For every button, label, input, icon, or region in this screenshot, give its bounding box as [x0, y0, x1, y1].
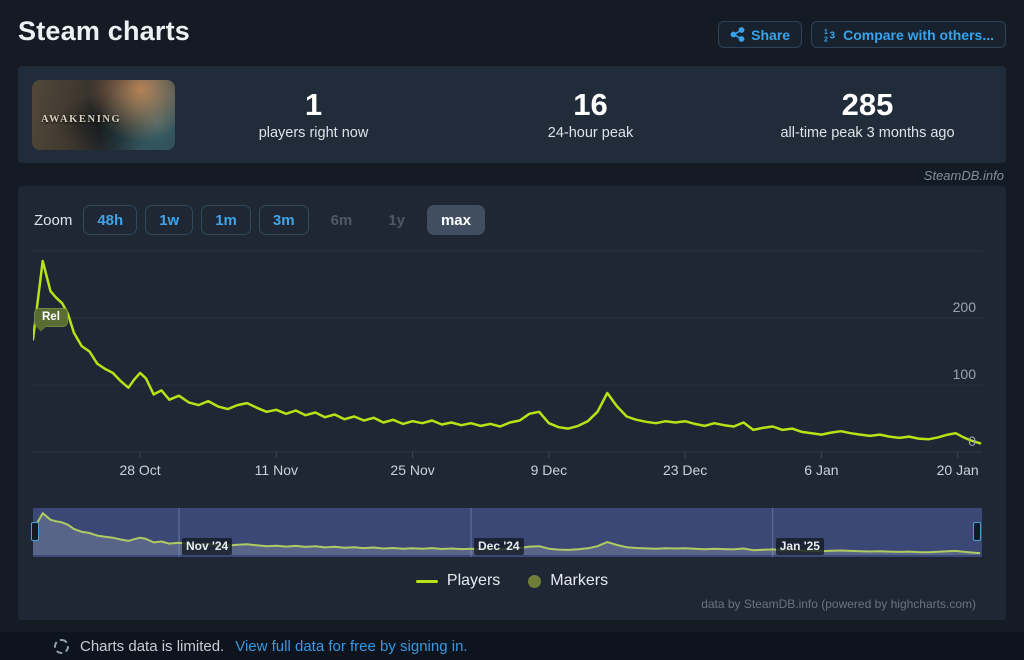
stat-alltime-peak-value: 285 — [841, 86, 894, 122]
stats-row: 1 players right now 16 24-hour peak 285 … — [175, 86, 1006, 142]
game-capsule-image[interactable]: AWAKENING — [32, 79, 175, 150]
navigator-label-Dec24: Dec '24 — [474, 538, 524, 555]
zoom-button-max[interactable]: max — [426, 205, 485, 235]
stat-alltime-peak: 285 all-time peak 3 months ago — [729, 86, 1006, 142]
share-button[interactable]: Share — [718, 21, 803, 48]
signin-link[interactable]: View full data for free by signing in. — [235, 637, 468, 655]
chart-attribution: data by SteamDB.info (powered by highcha… — [701, 597, 976, 611]
markers-dot-swatch — [528, 574, 542, 588]
share-icon — [730, 27, 745, 42]
footer-notice: Charts data is limited. — [80, 637, 225, 655]
x-axis-label-20-Jan: 20 Jan — [936, 462, 979, 478]
chart-legend: Players Markers — [18, 572, 1006, 590]
zoom-button-1w[interactable]: 1w — [145, 205, 194, 235]
legend-players-label: Players — [446, 572, 501, 589]
compare-button-label: Compare with others... — [843, 26, 994, 43]
steamdb-watermark: SteamDB.info — [923, 168, 1004, 183]
x-axis-label-11-Nov: 11 Nov — [254, 462, 298, 478]
legend-item-markers[interactable]: Markers — [528, 572, 608, 590]
x-axis-label-6-Jan: 6 Jan — [804, 462, 839, 478]
navigator-right-handle[interactable] — [973, 522, 981, 541]
navigator-left-handle[interactable] — [31, 522, 39, 541]
stat-current-players-label: players right now — [258, 125, 369, 142]
zoom-button-1m[interactable]: 1m — [201, 205, 251, 235]
release-flag-marker[interactable]: Rel — [34, 308, 68, 328]
stat-24h-peak: 16 24-hour peak — [452, 86, 729, 142]
svg-text:2: 2 — [824, 37, 828, 43]
chart-panel: Zoom 48h 1w 1m 3m 6m 1y max 0 100 200 28 Oct 11 N… — [18, 186, 1006, 620]
stat-alltime-peak-label: all-time peak 3 months ago — [780, 125, 955, 142]
dashed-circle-icon — [54, 638, 69, 654]
svg-text:1: 1 — [824, 29, 828, 36]
players-line-chart[interactable] — [33, 240, 997, 462]
zoom-buttons: 48h 1w 1m 3m 6m 1y max — [83, 205, 485, 235]
share-button-label: Share — [751, 26, 791, 43]
game-capsule-title: AWAKENING — [41, 113, 122, 125]
zoom-button-6m: 6m — [317, 205, 367, 235]
y-axis-label-200: 200 — [952, 299, 976, 315]
navigator-label-Nov24: Nov '24 — [182, 538, 233, 555]
stat-current-players: 1 players right now — [175, 86, 452, 142]
legend-markers-label: Markers — [550, 572, 609, 589]
zoom-button-3m[interactable]: 3m — [258, 205, 309, 235]
zoom-button-48h[interactable]: 48h — [83, 205, 138, 235]
zoom-toolbar: Zoom 48h 1w 1m 3m 6m 1y max — [34, 205, 485, 235]
x-axis-label-9-Dec: 9 Dec — [530, 462, 568, 478]
x-axis-label-25-Nov: 25 Nov — [390, 462, 435, 478]
svg-text:3: 3 — [830, 31, 836, 42]
zoom-toolbar-label: Zoom — [34, 211, 73, 229]
limited-data-footer: Charts data is limited. View full data f… — [0, 632, 1024, 660]
stats-panel: AWAKENING 1 players right now 16 24-hour… — [18, 66, 1006, 163]
x-axis-label-28-Oct: 28 Oct — [119, 462, 161, 478]
stat-24h-peak-value: 16 — [573, 86, 608, 122]
chart-navigator[interactable]: Nov '24 Dec '24 Jan '25 — [31, 508, 982, 557]
players-line-swatch — [415, 579, 438, 583]
navigator-label-Jan25: Jan '25 — [775, 538, 824, 555]
x-axis-label-23-Dec: 23 Dec — [662, 462, 708, 478]
zoom-button-1y: 1y — [374, 205, 419, 235]
legend-item-players[interactable]: Players — [415, 572, 501, 590]
y-axis-label-100: 100 — [952, 366, 976, 382]
y-axis-label-0: 0 — [968, 433, 976, 449]
stat-24h-peak-label: 24-hour peak — [547, 125, 634, 142]
stat-current-players-value: 1 — [304, 86, 323, 122]
page-title: Steam charts — [18, 16, 190, 46]
